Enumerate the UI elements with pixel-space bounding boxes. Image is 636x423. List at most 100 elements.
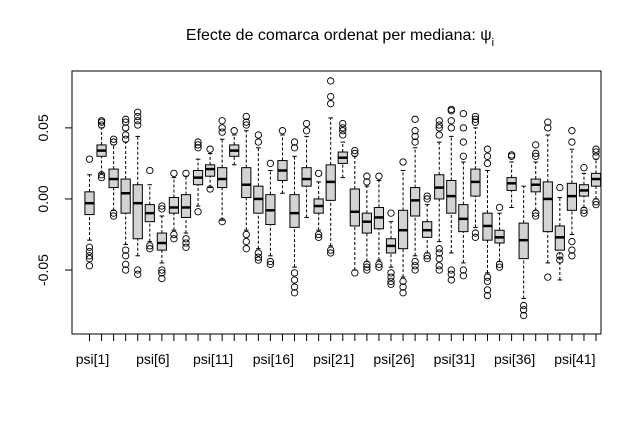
box-26: [385, 209, 397, 288]
box-13: [229, 127, 240, 166]
x-tick-label: psi[1]: [76, 351, 109, 367]
outlier-point: [411, 262, 419, 270]
outlier-point: [471, 233, 480, 241]
outlier-point: [206, 185, 214, 193]
outlier-point: [302, 127, 311, 135]
outlier-point: [122, 131, 130, 139]
box-34: [482, 145, 493, 300]
outlier-point: [302, 119, 311, 128]
box-iqr: [205, 164, 216, 177]
box-42: [578, 164, 590, 217]
outlier-point: [327, 249, 335, 257]
outlier-point: [375, 263, 383, 271]
box-10: [192, 138, 204, 216]
outlier-point: [363, 260, 371, 268]
box-2: [96, 117, 107, 182]
box-8: [168, 169, 180, 243]
box-12: [217, 117, 228, 226]
outlier-point: [182, 235, 190, 243]
box-11: [205, 145, 216, 193]
outlier-point: [278, 127, 287, 135]
outlier-point: [592, 152, 600, 160]
outlier-point: [122, 252, 130, 260]
outlier-point: [447, 266, 455, 274]
outlier-point: [122, 260, 130, 268]
outlier-point: [146, 245, 154, 253]
outlier-point: [351, 149, 359, 158]
outlier-point: [568, 246, 576, 254]
outlier-point: [97, 117, 106, 125]
outlier-point: [122, 135, 130, 143]
outlier-point: [218, 218, 226, 226]
outlier-point: [194, 144, 202, 152]
box-series: [84, 77, 602, 320]
outlier-point: [339, 119, 347, 128]
box-41: [566, 127, 577, 260]
outlier-point: [459, 109, 468, 118]
outlier-point: [327, 246, 335, 254]
box-31: [446, 105, 457, 284]
box-iqr: [156, 232, 167, 251]
outlier-point: [387, 209, 395, 217]
outlier-point: [399, 158, 407, 166]
outlier-point: [435, 262, 443, 270]
box-iqr: [301, 167, 312, 187]
box-40: [554, 183, 565, 281]
outlier-point: [170, 169, 178, 178]
x-tick-label: psi[31]: [434, 351, 475, 367]
outlier-point: [290, 283, 299, 291]
outlier-point: [568, 127, 576, 135]
box-iqr: [542, 181, 553, 233]
outlier-point: [471, 115, 480, 123]
box-23: [349, 146, 360, 277]
outlier-point: [532, 152, 540, 160]
chart-title-subscript: i: [492, 37, 494, 49]
box-21: [325, 77, 336, 257]
outlier-point: [507, 151, 516, 159]
outlier-point: [158, 266, 166, 274]
box-iqr: [217, 167, 228, 189]
outlier-point: [242, 121, 250, 129]
box-5: [132, 108, 143, 278]
outlier-point: [556, 256, 564, 264]
outlier-point: [544, 118, 552, 126]
outlier-point: [242, 230, 250, 239]
outlier-point: [471, 112, 480, 121]
box-14: [241, 112, 252, 253]
outlier-point: [290, 289, 299, 297]
outlier-point: [97, 171, 106, 179]
outlier-point: [435, 131, 443, 139]
outlier-point: [447, 105, 455, 114]
outlier-point: [532, 149, 540, 158]
outlier-point: [544, 124, 552, 132]
outlier-point: [544, 273, 552, 281]
outlier-point: [290, 144, 299, 152]
box-iqr: [132, 184, 143, 240]
box-3: [108, 135, 119, 220]
chart-title-main: Efecte de comarca ordenat per mediana: ψ: [186, 27, 492, 44]
outlier-point: [459, 152, 468, 160]
y-axis: -0.05 0.00 0.05: [35, 114, 73, 286]
outlier-point: [146, 242, 154, 250]
outlier-point: [314, 233, 323, 241]
outlier-point: [495, 260, 504, 268]
outlier-point: [242, 118, 250, 126]
outlier-point: [109, 138, 118, 146]
outlier-point: [399, 289, 407, 297]
outlier-point: [122, 266, 130, 274]
box-29: [422, 192, 433, 263]
outlier-point: [194, 138, 202, 146]
box-27: [397, 158, 409, 297]
outlier-point: [314, 230, 323, 239]
box-32: [458, 109, 469, 280]
outlier-point: [459, 272, 468, 280]
outlier-point: [580, 209, 588, 217]
outlier-point: [411, 132, 419, 141]
outlier-point: [580, 164, 588, 172]
outlier-point: [483, 277, 492, 286]
outlier-point: [387, 269, 395, 277]
outlier-point: [387, 273, 395, 281]
outlier-point: [471, 118, 480, 126]
box-iqr: [168, 197, 180, 214]
